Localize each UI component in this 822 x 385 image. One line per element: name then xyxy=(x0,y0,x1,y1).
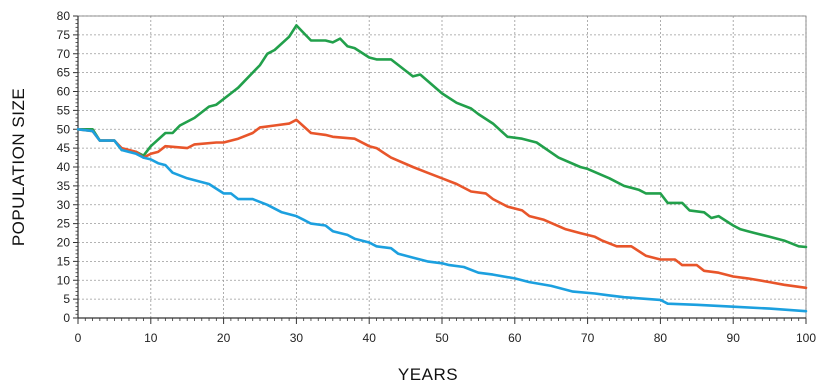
y-tick-labels: 0 5 10 15 20 25 30 35 40 45 50 55 60 65 70 75 80 xyxy=(57,9,71,325)
y-tick-label: 55 xyxy=(57,103,71,117)
x-tick-label: 40 xyxy=(363,331,377,345)
x-tick-labels: 0 10 20 30 40 50 60 70 80 90 100 xyxy=(75,331,817,345)
series-line-2 xyxy=(76,118,808,290)
x-tick-label: 10 xyxy=(144,331,158,345)
y-tick-label: 65 xyxy=(57,66,71,80)
y-tick-label: 10 xyxy=(57,273,71,287)
x-tick-label: 0 xyxy=(75,331,82,345)
series-lines xyxy=(76,24,808,313)
y-tick-label: 50 xyxy=(57,122,71,136)
y-axis-title: POPULATION SIZE xyxy=(9,88,28,246)
axes xyxy=(73,15,807,324)
y-tick-label: 30 xyxy=(57,198,71,212)
y-tick-label: 45 xyxy=(57,141,71,155)
x-tick-label: 60 xyxy=(508,331,522,345)
x-tick-label: 50 xyxy=(435,331,449,345)
y-tick-label: 80 xyxy=(57,9,71,23)
y-tick-label: 70 xyxy=(57,47,71,61)
y-tick-label: 0 xyxy=(63,311,70,325)
y-tick-label: 75 xyxy=(57,28,71,42)
y-tick-label: 5 xyxy=(63,292,70,306)
x-tick-label: 80 xyxy=(654,331,668,345)
series-line-1 xyxy=(76,24,808,249)
x-tick-label: 90 xyxy=(727,331,741,345)
y-tick-label: 35 xyxy=(57,179,71,193)
x-tick-label: 20 xyxy=(217,331,231,345)
x-axis-title: YEARS xyxy=(398,365,458,384)
y-tick-label: 60 xyxy=(57,85,71,99)
y-tick-label: 15 xyxy=(57,254,71,268)
series-line-3 xyxy=(76,128,808,313)
x-tick-label: 30 xyxy=(290,331,304,345)
x-tick-label: 100 xyxy=(796,331,816,345)
x-tick-label: 70 xyxy=(581,331,595,345)
y-tick-label: 25 xyxy=(57,217,71,231)
y-tick-label: 40 xyxy=(57,160,71,174)
grid-lines xyxy=(78,15,807,318)
y-tick-label: 20 xyxy=(57,236,71,250)
